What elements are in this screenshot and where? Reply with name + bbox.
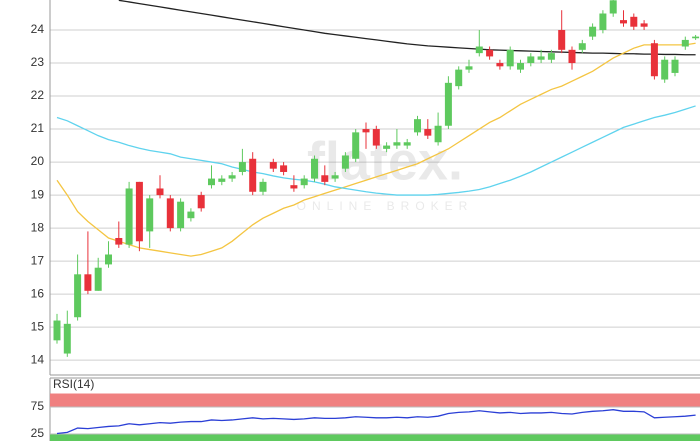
y-tick-label: 18 <box>31 220 45 234</box>
candle-body <box>578 43 586 50</box>
candle-body <box>558 30 566 50</box>
candle-body <box>249 158 257 192</box>
candle-body <box>177 201 185 229</box>
candle-body <box>537 56 545 60</box>
candle-body <box>506 49 514 67</box>
candle-body <box>362 129 370 133</box>
candle-body <box>527 56 535 64</box>
watermark: flatex. ONLINE BROKER <box>297 131 474 213</box>
candle-body <box>187 211 195 219</box>
candle-body <box>650 43 658 77</box>
candle-body <box>228 175 236 179</box>
candle-body <box>630 16 638 27</box>
candle-body <box>352 132 360 159</box>
candle-body <box>311 158 318 179</box>
candle-body <box>414 119 421 133</box>
y-tick-label: 25 <box>31 426 45 440</box>
y-tick-label: 17 <box>31 253 45 267</box>
candle-body <box>53 320 61 341</box>
candle-body <box>547 53 555 60</box>
candle-body <box>496 63 504 67</box>
candle-body <box>74 274 82 318</box>
candle-body <box>197 195 205 209</box>
candle-body <box>105 254 112 265</box>
y-tick-label: 25 <box>31 0 45 3</box>
y-tick-label: 19 <box>31 187 45 201</box>
candle-body <box>609 0 617 14</box>
y-tick-label: 14 <box>31 352 45 366</box>
candle-body <box>269 162 277 169</box>
panel-title: RSI(14) <box>53 377 94 391</box>
candle-body <box>63 323 71 354</box>
y-tick-label: 22 <box>31 88 45 102</box>
candle-body <box>599 13 607 31</box>
candle-body <box>290 185 298 189</box>
y-tick-label: 20 <box>31 154 45 168</box>
candle-body <box>259 181 267 192</box>
candle-body <box>331 175 339 179</box>
candle-body <box>455 69 463 87</box>
candle-body <box>568 49 576 64</box>
candle-body <box>434 125 442 143</box>
y-tick-label: 15 <box>31 319 45 333</box>
ma-line <box>56 409 696 435</box>
candle-body <box>640 23 648 27</box>
candle-body <box>166 198 174 229</box>
candle-body <box>444 82 452 126</box>
candle-body <box>620 20 627 24</box>
y-tick-label: 24 <box>31 22 45 36</box>
candle-body <box>661 59 669 80</box>
candle-body <box>475 46 483 54</box>
candle-body <box>238 162 246 172</box>
candle-body <box>94 267 102 291</box>
candle-body <box>84 274 92 291</box>
y-tick-label: 21 <box>31 121 45 135</box>
candle-body <box>692 36 700 39</box>
candle-body <box>115 237 123 245</box>
y-tick-label: 75 <box>31 399 45 413</box>
candle-body <box>465 66 473 70</box>
candle-body <box>372 129 380 146</box>
ma-line <box>56 105 696 196</box>
candle-body <box>403 142 411 146</box>
y-tick-label: 23 <box>31 55 45 69</box>
candle-body <box>135 181 143 242</box>
candle-body <box>156 188 164 196</box>
candle-body <box>671 59 679 73</box>
candle-body <box>681 39 689 47</box>
candle-body <box>208 178 215 186</box>
candle-body <box>341 155 349 169</box>
ma-line <box>118 0 696 56</box>
candle-body <box>300 178 308 186</box>
oversold-band <box>50 434 700 441</box>
y-tick-label: 16 <box>31 286 45 300</box>
candle-body <box>218 178 226 182</box>
candle-body <box>280 165 288 172</box>
candle-body <box>589 26 597 37</box>
watermark-tagline: ONLINE BROKER <box>297 199 474 213</box>
candle-body <box>321 175 329 182</box>
ma-line <box>56 42 696 257</box>
candle-body <box>383 145 391 149</box>
candle-body <box>125 188 133 245</box>
overbought-band <box>50 393 700 407</box>
candle-body <box>393 142 401 146</box>
candle-body <box>424 129 432 136</box>
candle-body <box>486 49 494 57</box>
candle-body <box>517 63 524 70</box>
candle-body <box>146 198 154 232</box>
